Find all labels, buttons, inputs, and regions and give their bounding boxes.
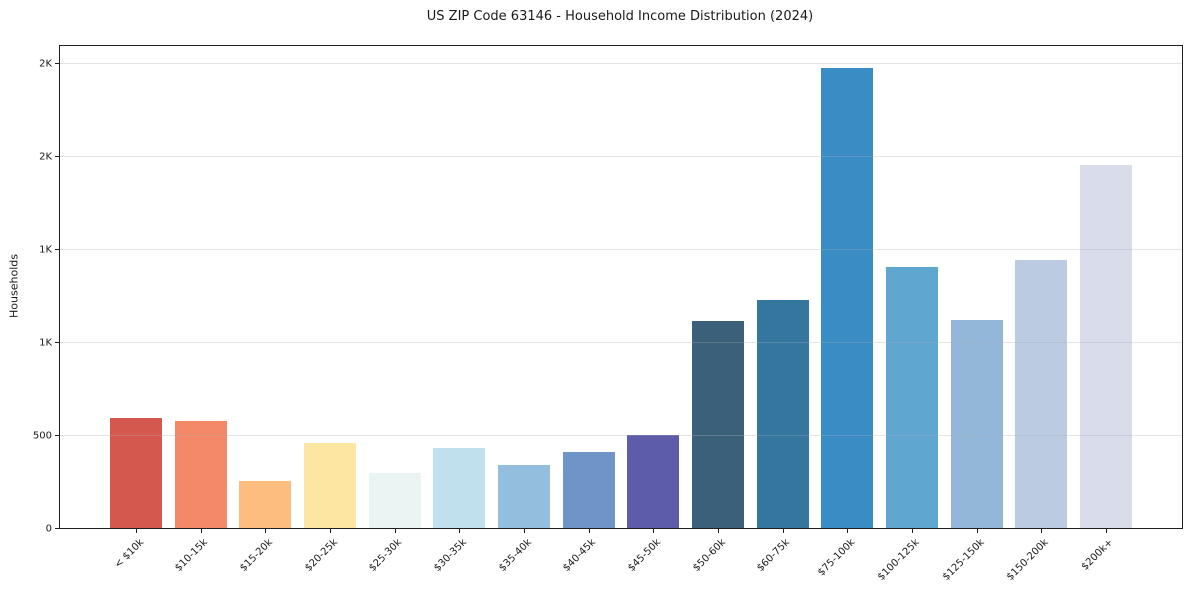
- x-tick-label: $15-20k: [238, 537, 276, 574]
- x-tick-mark: [1041, 529, 1043, 533]
- income-bar: [110, 418, 162, 528]
- y-tick-label: 500: [32, 430, 52, 442]
- x-tick-mark: [136, 529, 137, 533]
- x-tick-label: $125-150k: [940, 537, 987, 583]
- y-tick-label: 2K: [39, 151, 52, 163]
- gridline: [60, 341, 1182, 343]
- gridline: [60, 248, 1182, 250]
- x-tick-mark: [265, 529, 267, 533]
- x-tick-mark: [782, 529, 784, 533]
- income-bar: [692, 320, 744, 528]
- y-tick-mark: [55, 528, 59, 529]
- x-tick-label: $200k+: [1079, 537, 1116, 573]
- x-tick-mark: [200, 529, 202, 533]
- x-tick-mark: [912, 529, 913, 533]
- gridline: [60, 62, 1182, 64]
- income-bar: [1015, 260, 1068, 528]
- income-bar: [886, 267, 938, 528]
- x-tick-label: $60-75k: [755, 537, 793, 574]
- gridline: [60, 434, 1182, 436]
- x-tick-label: $150-200k: [1005, 537, 1052, 583]
- x-tick-label: $35-40k: [496, 537, 534, 574]
- y-tick-mark: [55, 341, 59, 343]
- x-tick-label: < $10k: [112, 537, 146, 571]
- y-tick-label: 1K: [39, 337, 52, 349]
- chart-title: US ZIP Code 63146 - Household Income Dis…: [426, 9, 814, 24]
- income-bar: [368, 473, 421, 528]
- y-tick-mark: [55, 62, 59, 64]
- x-tick-label: $20-25k: [302, 537, 340, 574]
- x-tick-mark: [394, 529, 396, 533]
- x-tick-label: $40-45k: [561, 537, 599, 574]
- income-bar: [174, 421, 227, 528]
- x-tick-label: $45-50k: [626, 537, 664, 574]
- y-tick-mark: [55, 434, 59, 436]
- income-bar: [627, 434, 680, 528]
- x-tick-mark: [718, 529, 719, 533]
- y-tick-mark: [55, 155, 59, 157]
- x-tick-label: $10-15k: [173, 537, 211, 574]
- income-bar: [498, 464, 550, 528]
- y-tick-mark: [55, 248, 59, 250]
- income-bar: [304, 443, 356, 528]
- income-bar: [756, 300, 809, 528]
- income-bar: [821, 68, 874, 528]
- y-axis-label: Households: [7, 254, 21, 318]
- x-tick-label: $50-60k: [690, 537, 728, 574]
- x-tick-label: $75-100k: [815, 537, 858, 579]
- x-tick-mark: [459, 529, 461, 533]
- x-tick-mark: [588, 529, 590, 533]
- x-tick-label: $100-125k: [875, 537, 922, 583]
- y-tick-label: 1K: [39, 244, 52, 256]
- income-bar: [1080, 165, 1132, 528]
- y-tick-label: 2K: [39, 58, 52, 70]
- x-tick-label: $25-30k: [367, 537, 405, 574]
- x-tick-mark: [524, 529, 525, 533]
- x-tick-mark: [330, 529, 331, 533]
- gridline: [60, 155, 1182, 157]
- plot-area: 0 500 1K 1K 2K 2K < $10k $10-15k $15-20k $20-25k $…: [33, 45, 1183, 583]
- income-bar: [562, 451, 615, 528]
- x-tick-mark: [1106, 529, 1107, 533]
- x-tick-mark: [653, 529, 655, 533]
- y-tick-label: 0: [45, 523, 52, 535]
- x-tick-mark: [847, 529, 849, 533]
- x-tick-mark: [976, 529, 978, 533]
- income-bar: [950, 319, 1003, 528]
- x-tick-label: $30-35k: [432, 537, 470, 574]
- income-bar: [239, 481, 292, 528]
- income-bar: [433, 447, 486, 528]
